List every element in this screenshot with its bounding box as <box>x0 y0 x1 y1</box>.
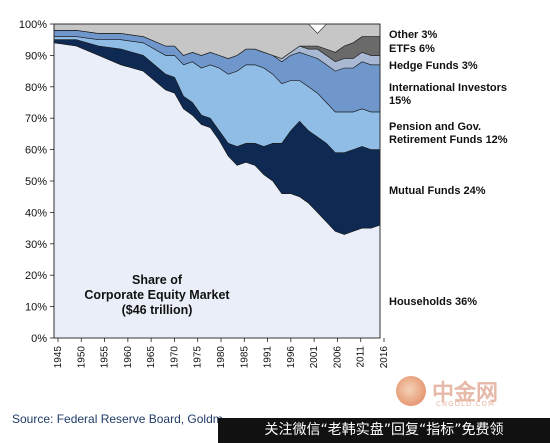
x-tick-label: 1945 <box>53 346 64 369</box>
y-tick-label: 100% <box>19 19 47 31</box>
x-tick-label: 2001 <box>309 346 320 369</box>
x-tick-label: 1980 <box>216 346 227 369</box>
watermark-text: 中金网 <box>432 381 499 406</box>
x-tick-label: 1985 <box>239 346 250 369</box>
watermark-logo-icon <box>396 376 426 406</box>
series-label-6: Other 3% <box>389 29 438 41</box>
series-labels-group: Other 3% ETFs 6% Hedge Funds 3% Internation… <box>389 29 508 308</box>
chart-title-group: Share of Corporate Equity Market ($46 tril… <box>84 273 230 317</box>
promo-banner: 关注微信“老韩实盘”回复“指标”免费领 <box>218 418 550 443</box>
x-tick-label: 1955 <box>100 346 111 369</box>
x-tick-label: 1996 <box>286 346 297 369</box>
y-tick-label: 80% <box>25 82 47 94</box>
x-tick-label: 1965 <box>146 346 157 369</box>
x-tick-label: 2016 <box>379 346 390 369</box>
x-tick-label: 1970 <box>169 346 180 369</box>
series-label-1: Mutual Funds 24% <box>389 185 486 197</box>
y-tick-label: 30% <box>25 239 47 251</box>
chart-title: Share of Corporate Equity Market ($46 tril… <box>84 273 230 317</box>
y-tick-label: 20% <box>25 270 47 282</box>
watermark-subtext: CNGOLD.COM <box>436 400 496 408</box>
series-label-0: Households 36% <box>389 296 477 308</box>
axes-group: 0% 10% 20% 30% 40% 50% 60% 70% 80% 90% 100% 1945 195… <box>19 19 390 368</box>
x-tick-label: 2011 <box>356 346 367 368</box>
x-tick-label: 1975 <box>193 346 204 369</box>
series-label-4: Hedge Funds 3% <box>389 60 478 72</box>
x-tick-label: 1950 <box>76 346 87 369</box>
y-tick-label: 90% <box>25 50 47 62</box>
y-tick-label: 40% <box>25 207 47 219</box>
area-series-group <box>53 23 381 339</box>
y-tick-label: 0% <box>31 333 47 345</box>
x-tick-label: 1960 <box>123 346 134 369</box>
source-note: Source: Federal Reserve Board, Goldm <box>12 412 223 426</box>
series-label-5: ETFs 6% <box>389 43 435 55</box>
series-label-2: Pension and Gov. Retirement Funds 12% <box>389 121 508 146</box>
y-tick-label: 10% <box>25 302 47 314</box>
watermark: 中金网 CNGOLD.COM <box>392 372 542 412</box>
y-tick-label: 70% <box>25 113 47 125</box>
x-tick-label: 1991 <box>263 346 274 369</box>
y-tick-label: 50% <box>25 176 47 188</box>
x-tick-label: 2006 <box>332 346 343 369</box>
series-label-3: International Investors 15% <box>389 82 507 107</box>
y-tick-label: 60% <box>25 145 47 157</box>
